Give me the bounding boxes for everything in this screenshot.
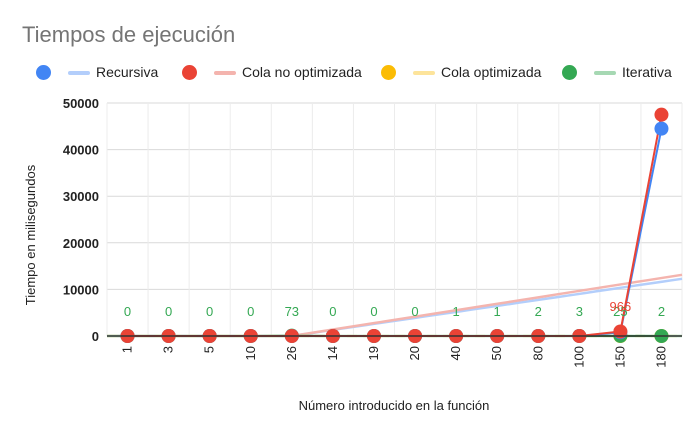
x-tick-label: 5	[202, 346, 217, 353]
data-label: 0	[124, 304, 131, 319]
y-tick-label: 30000	[63, 189, 99, 204]
x-axis-title: Número introducido en la función	[299, 398, 490, 413]
data-label: 1	[494, 304, 501, 319]
data-label: 25	[613, 304, 627, 319]
x-tick-label: 40	[448, 346, 463, 360]
y-tick-label: 40000	[63, 143, 99, 158]
data-label: 0	[206, 304, 213, 319]
data-label: 73	[285, 304, 299, 319]
data-label: 0	[165, 304, 172, 319]
y-tick-label: 50000	[63, 96, 99, 111]
y-tick-label: 10000	[63, 282, 99, 297]
x-tick-label: 10	[243, 346, 258, 360]
data-label: 0	[370, 304, 377, 319]
legend-line-icon	[594, 71, 616, 75]
data-label: 966	[610, 299, 632, 314]
chart-title: Tiempos de ejecución	[22, 22, 236, 47]
legend-label: Recursiva	[96, 64, 159, 80]
x-tick-label: 180	[653, 346, 668, 368]
data-label: 1	[452, 304, 459, 319]
data-label: 0	[247, 304, 254, 319]
data-point-cola-no-optimizada	[613, 324, 628, 339]
x-tick-label: 150	[612, 346, 627, 368]
x-tick-label: 26	[284, 346, 299, 360]
legend-dot-icon	[182, 65, 197, 80]
data-point-cola-no-optimizada	[654, 107, 669, 122]
data-label: 0	[411, 304, 418, 319]
data-label: 0	[329, 304, 336, 319]
legend-dot-icon	[562, 65, 577, 80]
legend-line-icon	[413, 71, 435, 75]
y-axis-title: Tiempo en milisegundos	[23, 164, 38, 305]
data-label: 3	[576, 304, 583, 319]
data-label: 2	[535, 304, 542, 319]
legend-dot-icon	[36, 65, 51, 80]
y-tick-label: 0	[92, 329, 99, 344]
x-tick-label: 14	[325, 346, 340, 360]
y-tick-label: 20000	[63, 236, 99, 251]
data-labels: 0 0 0 0 73 0 0 0 1 1 2 3 25 2 966	[124, 299, 665, 319]
data-point-recursiva	[654, 121, 669, 136]
x-tick-label: 80	[530, 346, 545, 360]
x-tick-label: 3	[161, 346, 176, 353]
data-label: 2	[658, 304, 665, 319]
x-tick-label: 50	[489, 346, 504, 360]
legend-label: Cola no optimizada	[242, 64, 362, 80]
x-tick-label: 1	[120, 346, 135, 353]
x-tick-label: 19	[366, 346, 381, 360]
legend-dot-icon	[381, 65, 396, 80]
legend-label: Cola optimizada	[441, 64, 542, 80]
legend: Recursiva Cola no optimizada Cola optimi…	[36, 62, 696, 84]
x-tick-label: 100	[571, 346, 586, 368]
legend-line-icon	[214, 71, 236, 75]
legend-label: Iterativa	[622, 64, 672, 80]
x-tick-label: 20	[407, 346, 422, 360]
gridlines	[106, 102, 683, 337]
legend-line-icon	[68, 71, 90, 75]
